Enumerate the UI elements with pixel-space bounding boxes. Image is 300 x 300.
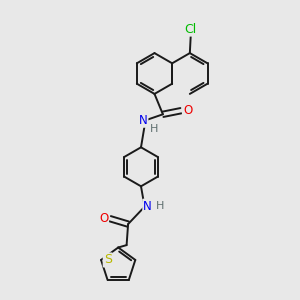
Text: O: O [183, 104, 192, 117]
Text: S: S [104, 254, 112, 266]
Text: H: H [150, 124, 158, 134]
Text: N: N [139, 114, 148, 127]
Text: H: H [155, 201, 164, 211]
Text: N: N [143, 200, 152, 213]
Text: Cl: Cl [184, 22, 197, 36]
Text: O: O [99, 212, 108, 225]
